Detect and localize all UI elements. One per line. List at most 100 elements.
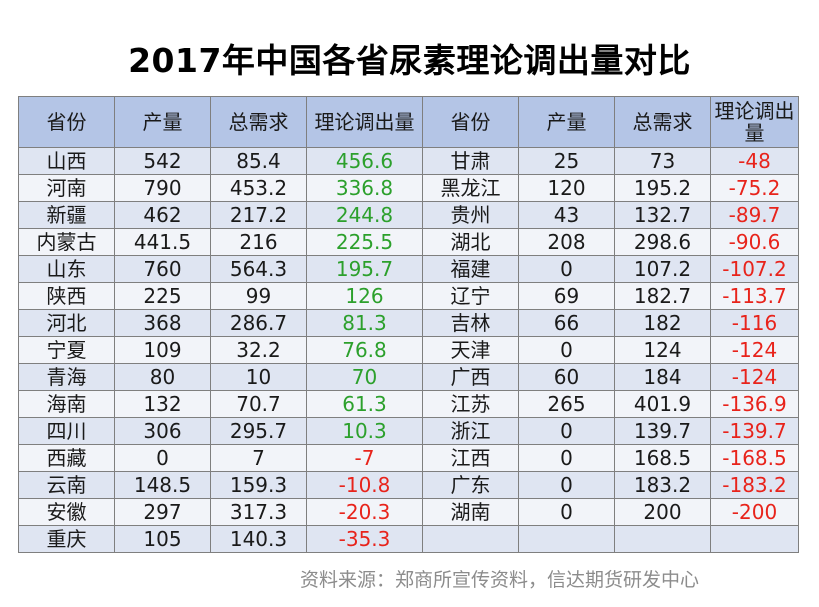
demand-cell: 453.2 xyxy=(210,174,307,202)
output-cell: 60 xyxy=(518,363,615,391)
surplus-cell: 456.6 xyxy=(306,147,423,175)
province-cell: 湖北 xyxy=(422,228,519,256)
output-cell: 148.5 xyxy=(114,471,211,499)
demand-cell: 298.6 xyxy=(614,228,711,256)
province-cell: 四川 xyxy=(18,417,115,445)
surplus-cell: -139.7 xyxy=(710,417,799,445)
province-cell: 黑龙江 xyxy=(422,174,519,202)
province-cell: 安徽 xyxy=(18,498,115,526)
output-cell: 66 xyxy=(518,309,615,337)
surplus-cell: -116 xyxy=(710,309,799,337)
table-row: 陕西 225 99 126 辽宁 69 182.7 -113.7 xyxy=(18,282,799,310)
demand-cell: 286.7 xyxy=(210,309,307,337)
province-cell: 浙江 xyxy=(422,417,519,445)
table-row: 宁夏 109 32.2 76.8 天津 0 124 -124 xyxy=(18,336,799,364)
surplus-cell: -136.9 xyxy=(710,390,799,418)
col-header-province: 省份 xyxy=(422,96,519,148)
surplus-cell: -20.3 xyxy=(306,498,423,526)
province-cell: 山西 xyxy=(18,147,115,175)
province-cell xyxy=(422,525,519,553)
surplus-cell: 70 xyxy=(306,363,423,391)
province-cell: 贵州 xyxy=(422,201,519,229)
surplus-cell: -7 xyxy=(306,444,423,472)
col-header-demand: 总需求 xyxy=(614,96,711,148)
output-cell: 542 xyxy=(114,147,211,175)
surplus-cell: -124 xyxy=(710,336,799,364)
output-cell: 208 xyxy=(518,228,615,256)
output-cell: 0 xyxy=(518,255,615,283)
output-cell: 306 xyxy=(114,417,211,445)
demand-cell: 200 xyxy=(614,498,711,526)
province-cell: 吉林 xyxy=(422,309,519,337)
output-cell: 120 xyxy=(518,174,615,202)
demand-cell: 195.2 xyxy=(614,174,711,202)
demand-cell xyxy=(614,525,711,553)
table-row: 新疆 462 217.2 244.8 贵州 43 132.7 -89.7 xyxy=(18,201,799,229)
output-cell: 0 xyxy=(518,417,615,445)
surplus-cell: -75.2 xyxy=(710,174,799,202)
output-cell: 225 xyxy=(114,282,211,310)
province-cell: 甘肃 xyxy=(422,147,519,175)
output-cell: 790 xyxy=(114,174,211,202)
demand-cell: 401.9 xyxy=(614,390,711,418)
table-row: 云南 148.5 159.3 -10.8 广东 0 183.2 -183.2 xyxy=(18,471,799,499)
province-cell: 青海 xyxy=(18,363,115,391)
demand-cell: 124 xyxy=(614,336,711,364)
urea-surplus-table: 省份 产量 总需求 理论调出量 省份 产量 总需求 理论调出量 山西 542 85.… xyxy=(18,96,799,553)
output-cell: 760 xyxy=(114,255,211,283)
table-row: 重庆 105 140.3 -35.3 xyxy=(18,525,799,553)
demand-cell: 295.7 xyxy=(210,417,307,445)
table-row: 山西 542 85.4 456.6 甘肃 25 73 -48 xyxy=(18,147,799,175)
output-cell: 25 xyxy=(518,147,615,175)
output-cell: 297 xyxy=(114,498,211,526)
surplus-cell: -48 xyxy=(710,147,799,175)
surplus-cell: -89.7 xyxy=(710,201,799,229)
col-header-output: 产量 xyxy=(518,96,615,148)
province-cell: 重庆 xyxy=(18,525,115,553)
col-header-surplus: 理论调出量 xyxy=(306,96,423,148)
province-cell: 陕西 xyxy=(18,282,115,310)
demand-cell: 132.7 xyxy=(614,201,711,229)
demand-cell: 85.4 xyxy=(210,147,307,175)
surplus-cell: -35.3 xyxy=(306,525,423,553)
demand-cell: 216 xyxy=(210,228,307,256)
output-cell: 441.5 xyxy=(114,228,211,256)
output-cell: 0 xyxy=(518,336,615,364)
surplus-cell: 225.5 xyxy=(306,228,423,256)
province-cell: 江苏 xyxy=(422,390,519,418)
surplus-cell: 61.3 xyxy=(306,390,423,418)
surplus-cell: -183.2 xyxy=(710,471,799,499)
province-cell: 海南 xyxy=(18,390,115,418)
province-cell: 天津 xyxy=(422,336,519,364)
demand-cell: 317.3 xyxy=(210,498,307,526)
output-cell: 69 xyxy=(518,282,615,310)
table-row: 河南 790 453.2 336.8 黑龙江 120 195.2 -75.2 xyxy=(18,174,799,202)
col-header-output: 产量 xyxy=(114,96,211,148)
surplus-cell: 336.8 xyxy=(306,174,423,202)
table-row: 山东 760 564.3 195.7 福建 0 107.2 -107.2 xyxy=(18,255,799,283)
province-cell: 广东 xyxy=(422,471,519,499)
page-title: 2017年中国各省尿素理论调出量对比 xyxy=(128,41,691,80)
table-row: 四川 306 295.7 10.3 浙江 0 139.7 -139.7 xyxy=(18,417,799,445)
output-cell: 0 xyxy=(518,471,615,499)
surplus-cell: -10.8 xyxy=(306,471,423,499)
province-cell: 云南 xyxy=(18,471,115,499)
demand-cell: 7 xyxy=(210,444,307,472)
province-cell: 江西 xyxy=(422,444,519,472)
surplus-cell: 10.3 xyxy=(306,417,423,445)
output-cell: 80 xyxy=(114,363,211,391)
demand-cell: 10 xyxy=(210,363,307,391)
surplus-cell: -200 xyxy=(710,498,799,526)
province-cell: 辽宁 xyxy=(422,282,519,310)
demand-cell: 107.2 xyxy=(614,255,711,283)
table-row: 西藏 0 7 -7 江西 0 168.5 -168.5 xyxy=(18,444,799,472)
demand-cell: 183.2 xyxy=(614,471,711,499)
output-cell: 0 xyxy=(518,498,615,526)
demand-cell: 182 xyxy=(614,309,711,337)
province-cell: 新疆 xyxy=(18,201,115,229)
demand-cell: 99 xyxy=(210,282,307,310)
surplus-cell: -90.6 xyxy=(710,228,799,256)
demand-cell: 182.7 xyxy=(614,282,711,310)
table-row: 海南 132 70.7 61.3 江苏 265 401.9 -136.9 xyxy=(18,390,799,418)
col-header-surplus: 理论调出量 xyxy=(710,96,799,148)
